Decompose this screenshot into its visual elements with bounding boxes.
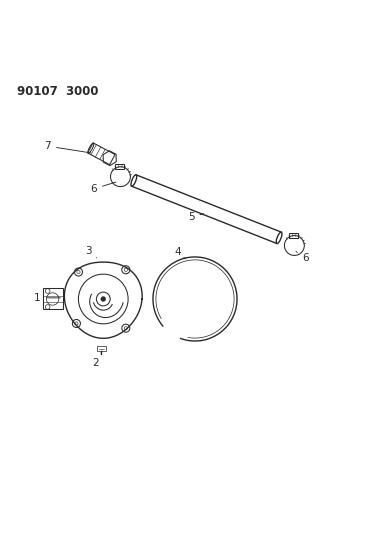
Text: 6: 6 [90, 182, 116, 194]
Text: 5: 5 [188, 212, 204, 222]
Circle shape [101, 296, 106, 301]
Text: 1: 1 [34, 293, 60, 303]
Text: 2: 2 [92, 351, 102, 368]
Text: 6: 6 [296, 252, 309, 263]
Text: 3: 3 [85, 246, 96, 258]
Text: 90107  3000: 90107 3000 [17, 85, 99, 98]
Text: 7: 7 [44, 141, 91, 153]
Text: 4: 4 [174, 247, 186, 259]
